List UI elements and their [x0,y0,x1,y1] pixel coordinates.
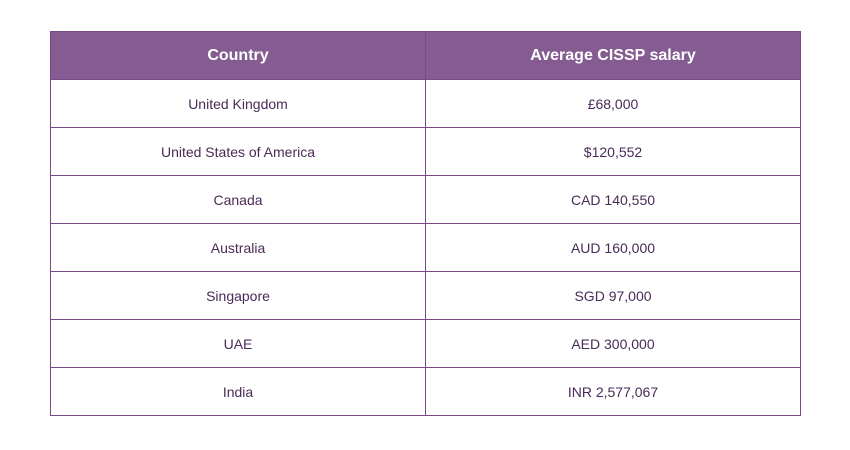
country-cell: United Kingdom [50,79,426,128]
country-cell: United States of America [50,127,426,176]
table-row: Singapore SGD 97,000 [50,271,801,320]
salary-cell: AUD 160,000 [425,223,801,272]
country-cell: India [50,367,426,416]
table-row: Australia AUD 160,000 [50,223,801,272]
country-cell: Singapore [50,271,426,320]
salary-cell: SGD 97,000 [425,271,801,320]
salary-cell: INR 2,577,067 [425,367,801,416]
salary-cell: CAD 140,550 [425,175,801,224]
salary-cell: £68,000 [425,79,801,128]
salary-table: Country Average CISSP salary United King… [50,31,801,416]
country-cell: UAE [50,319,426,368]
country-cell: Canada [50,175,426,224]
table-row: United States of America $120,552 [50,127,801,176]
header-salary: Average CISSP salary [425,31,801,80]
table-row: United Kingdom £68,000 [50,79,801,128]
header-country: Country [50,31,426,80]
salary-cell: AED 300,000 [425,319,801,368]
header-row: Country Average CISSP salary [50,31,801,80]
table-row: Canada CAD 140,550 [50,175,801,224]
salary-cell: $120,552 [425,127,801,176]
table-header: Country Average CISSP salary [50,31,801,80]
table-row: UAE AED 300,000 [50,319,801,368]
country-cell: Australia [50,223,426,272]
table-row: India INR 2,577,067 [50,367,801,416]
table-body: United Kingdom £68,000 United States of … [50,79,801,416]
